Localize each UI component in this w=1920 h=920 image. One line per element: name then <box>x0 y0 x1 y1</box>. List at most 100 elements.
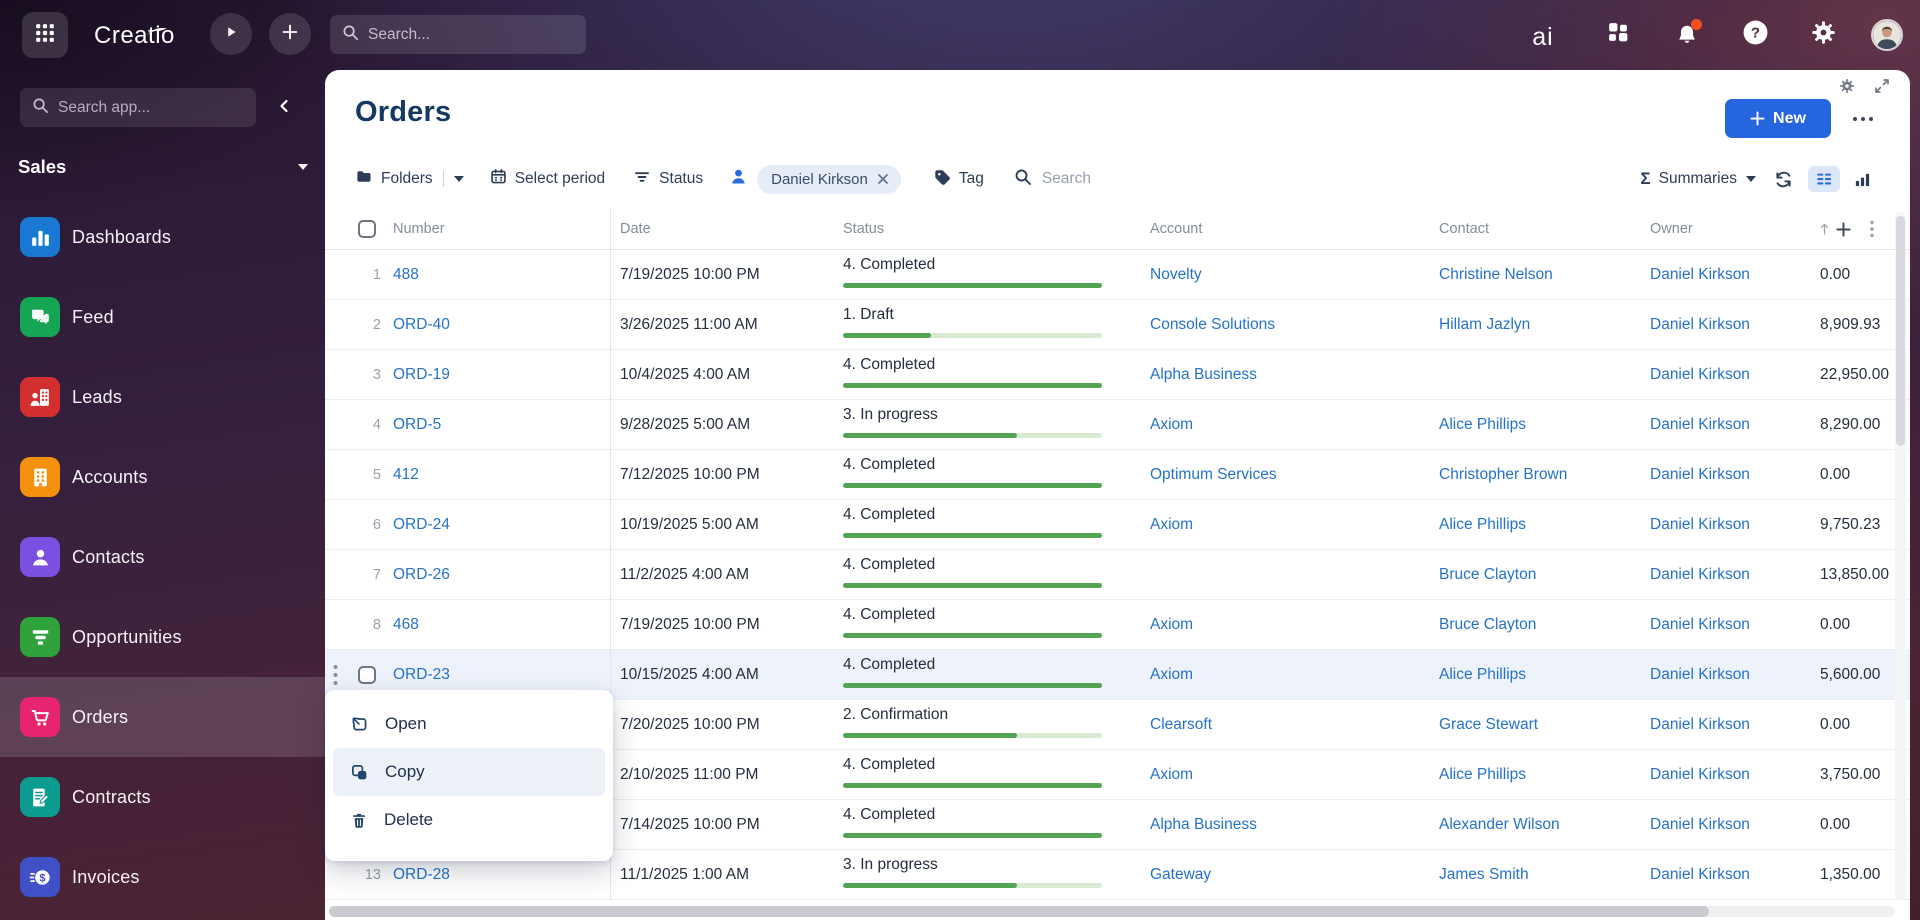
sidebar-item-contracts[interactable]: Contracts <box>0 757 325 837</box>
quick-add-button[interactable] <box>269 13 311 55</box>
order-number-link[interactable]: 412 <box>393 466 419 483</box>
close-icon[interactable] <box>877 173 889 185</box>
account-link[interactable]: Axiom <box>1150 766 1194 783</box>
column-header-number[interactable]: Number <box>393 221 445 237</box>
owner-link[interactable]: Daniel Kirkson <box>1650 416 1750 433</box>
owner-link[interactable]: Daniel Kirkson <box>1650 766 1750 783</box>
analytics-view-toggle[interactable] <box>1853 170 1872 189</box>
column-header-account[interactable]: Account <box>1150 221 1203 237</box>
owner-link[interactable]: Daniel Kirkson <box>1650 666 1750 683</box>
sidebar-item-invoices[interactable]: $ Invoices <box>0 837 325 917</box>
table-row[interactable]: 7 ORD-26 11/2/2025 4:00 AM 4. Completed Bruc… <box>325 550 1910 600</box>
account-link[interactable]: Gateway <box>1150 866 1212 883</box>
sort-up-icon[interactable] <box>1819 222 1830 236</box>
vertical-scrollbar[interactable] <box>1896 216 1905 446</box>
chevron-down-icon[interactable] <box>1746 176 1756 182</box>
contact-link[interactable]: Alice Phillips <box>1439 416 1527 433</box>
select-all-checkbox[interactable] <box>358 220 376 238</box>
table-row[interactable]: 1 488 7/19/2025 10:00 PM 4. Completed Novelt… <box>325 250 1910 300</box>
row-checkbox[interactable] <box>358 666 376 684</box>
copilot-button[interactable]: ai <box>1528 22 1558 52</box>
owner-link[interactable]: Daniel Kirkson <box>1650 516 1750 533</box>
owner-link[interactable]: Daniel Kirkson <box>1650 366 1750 383</box>
account-link[interactable]: Optimum Services <box>1150 466 1277 483</box>
sidebar-item-opportunities[interactable]: Opportunities <box>0 597 325 677</box>
table-row[interactable]: 2 ORD-40 3/26/2025 11:00 AM 1. Draft Console… <box>325 300 1910 350</box>
horizontal-scrollbar[interactable] <box>329 906 1709 917</box>
summaries-button[interactable]: Summaries <box>1658 170 1737 187</box>
table-row[interactable]: ORD-23 10/15/2025 4:00 AM 4. Completed Axio… <box>325 650 1910 700</box>
sidebar-item-contacts[interactable]: Contacts <box>0 517 325 597</box>
app-launcher-button[interactable] <box>22 12 68 58</box>
account-link[interactable]: Console Solutions <box>1150 316 1275 333</box>
context-menu-item-copy[interactable]: Copy <box>333 748 605 796</box>
account-link[interactable]: Alpha Business <box>1150 366 1257 383</box>
global-search-input[interactable] <box>368 25 574 44</box>
column-header-contact[interactable]: Contact <box>1439 221 1489 237</box>
owner-link[interactable]: Daniel Kirkson <box>1650 866 1750 883</box>
folders-filter[interactable]: Folders <box>355 168 464 190</box>
sidebar-collapse-button[interactable] <box>272 96 296 120</box>
contact-link[interactable]: Christopher Brown <box>1439 466 1568 483</box>
new-button[interactable]: New <box>1725 99 1831 138</box>
table-row[interactable]: 8 468 7/19/2025 10:00 PM 4. Completed Axiom B… <box>325 600 1910 650</box>
select-period-filter[interactable]: Select period <box>490 168 605 190</box>
refresh-button[interactable] <box>1774 170 1793 189</box>
list-view-toggle[interactable] <box>1808 166 1840 192</box>
settings-button[interactable] <box>1808 20 1838 50</box>
workspace-selector[interactable]: Sales <box>18 156 308 178</box>
sidebar-item-accounts[interactable]: Accounts <box>0 437 325 517</box>
account-link[interactable]: Clearsoft <box>1150 716 1213 733</box>
column-header-status[interactable]: Status <box>843 221 885 237</box>
owner-link[interactable]: Daniel Kirkson <box>1650 716 1750 733</box>
owner-filter[interactable]: Daniel Kirkson <box>729 164 901 194</box>
contact-link[interactable]: Grace Stewart <box>1439 716 1539 733</box>
app-search-input[interactable] <box>58 98 258 117</box>
column-menu-icon[interactable] <box>1870 220 1874 238</box>
table-row[interactable]: 4 ORD-5 9/28/2025 5:00 AM 3. In progress Axi… <box>325 400 1910 450</box>
owner-link[interactable]: Daniel Kirkson <box>1650 466 1750 483</box>
account-link[interactable]: Novelty <box>1150 266 1202 283</box>
expand-icon[interactable] <box>1873 77 1893 97</box>
sidebar-item-orders[interactable]: Orders <box>0 677 325 757</box>
account-link[interactable]: Axiom <box>1150 616 1194 633</box>
order-number-link[interactable]: ORD-40 <box>393 316 450 333</box>
owner-link[interactable]: Daniel Kirkson <box>1650 816 1750 833</box>
table-row[interactable]: 6 ORD-24 10/19/2025 5:00 AM 4. Completed Axi… <box>325 500 1910 550</box>
order-number-link[interactable]: ORD-23 <box>393 666 450 683</box>
table-row[interactable]: 5 412 7/12/2025 10:00 PM 4. Completed Optimu… <box>325 450 1910 500</box>
account-link[interactable]: Axiom <box>1150 666 1194 683</box>
contact-link[interactable]: Alice Phillips <box>1439 516 1527 533</box>
order-number-link[interactable]: 488 <box>393 266 419 283</box>
contact-link[interactable]: James Smith <box>1439 866 1529 883</box>
add-column-icon[interactable] <box>1835 221 1852 238</box>
contact-link[interactable]: Bruce Clayton <box>1439 566 1537 583</box>
owner-link[interactable]: Daniel Kirkson <box>1650 316 1750 333</box>
status-filter[interactable]: Status <box>633 168 703 191</box>
user-avatar[interactable] <box>1871 19 1903 51</box>
contact-link[interactable]: Alexander Wilson <box>1439 816 1560 833</box>
order-number-link[interactable]: 468 <box>393 616 419 633</box>
order-number-link[interactable]: ORD-28 <box>393 866 450 883</box>
contact-link[interactable]: Alice Phillips <box>1439 666 1527 683</box>
more-actions-button[interactable] <box>1848 106 1878 132</box>
owner-link[interactable]: Daniel Kirkson <box>1650 616 1750 633</box>
contact-link[interactable]: Alice Phillips <box>1439 766 1527 783</box>
owner-link[interactable]: Daniel Kirkson <box>1650 566 1750 583</box>
order-number-link[interactable]: ORD-24 <box>393 516 450 533</box>
owner-link[interactable]: Daniel Kirkson <box>1650 266 1750 283</box>
list-search[interactable]: Search <box>1014 168 1091 191</box>
section-settings-button[interactable] <box>1838 77 1858 97</box>
tag-filter[interactable]: Tag <box>933 168 984 191</box>
account-link[interactable]: Axiom <box>1150 416 1194 433</box>
order-number-link[interactable]: ORD-19 <box>393 366 450 383</box>
contact-link[interactable]: Christine Nelson <box>1439 266 1553 283</box>
notifications-button[interactable] <box>1672 19 1702 50</box>
marketplace-button[interactable] <box>1603 20 1633 50</box>
order-number-link[interactable]: ORD-26 <box>393 566 450 583</box>
contact-link[interactable]: Bruce Clayton <box>1439 616 1537 633</box>
account-link[interactable]: Axiom <box>1150 516 1194 533</box>
row-actions-handle-icon[interactable] <box>333 664 349 686</box>
column-header-date[interactable]: Date <box>620 221 651 237</box>
table-row[interactable]: 3 ORD-19 10/4/2025 4:00 AM 4. Completed Alph… <box>325 350 1910 400</box>
